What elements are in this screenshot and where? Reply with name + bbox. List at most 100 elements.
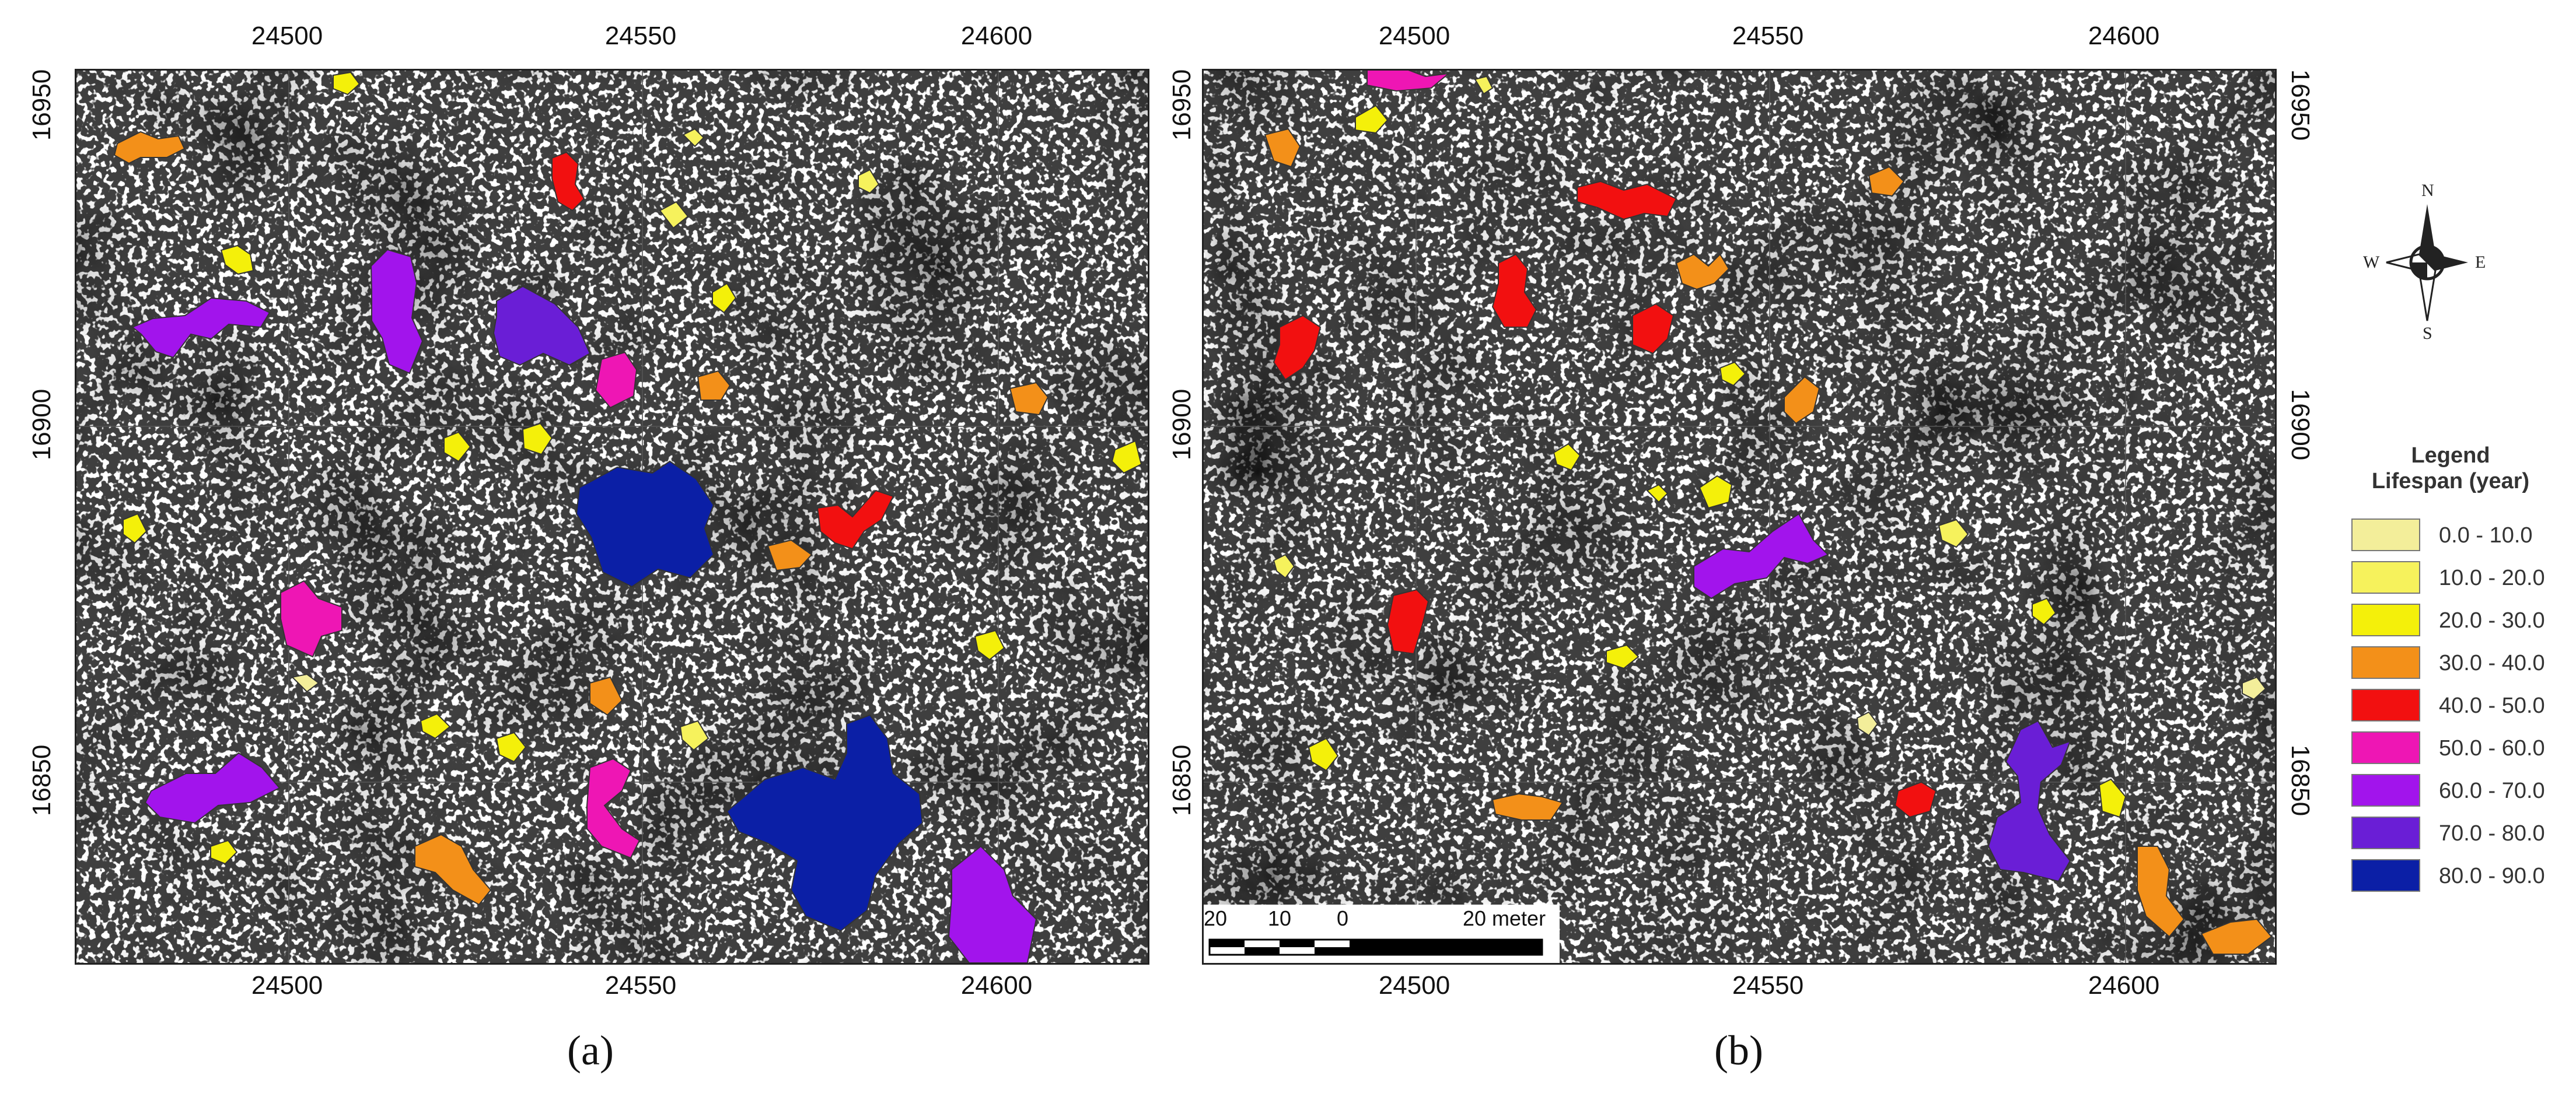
scale-label: 10 [1268,906,1292,930]
gap-patch [659,201,689,229]
panel-a: 24500 24550 24600 24500 24550 24600 1695… [0,0,1173,1107]
gap-patch [1273,314,1322,381]
map-a[interactable] [75,69,1149,965]
compass-e: E [2475,253,2486,272]
legend-label: 60.0 - 70.0 [2439,779,2545,804]
gap-patch [2200,918,2273,955]
x-tick-bottom: 24500 [1378,971,1450,1000]
gap-patch [2242,676,2267,700]
y-tick-left: 16850 [1168,744,1196,817]
gap-patch [816,489,894,550]
legend-item: 50.0 - 60.0 [2351,730,2573,765]
legend-swatch [2351,604,2420,637]
gap-patch [144,752,281,824]
y-tick-right: 16950 [2286,69,2315,141]
gap-patch [697,370,731,401]
scale-label: 20 meter [1463,906,1546,930]
legend-swatch [2351,561,2420,594]
gap-patch [1386,588,1429,655]
scale-label: 20 [1204,906,1228,930]
legend-items: 0.0 - 10.0 10.0 - 20.0 20.0 - 30.0 30.0 - 4… [2334,494,2567,902]
gap-patch [767,539,813,572]
x-tick-top: 24500 [251,22,323,50]
gap-patch [370,248,424,374]
gap-patch [712,282,737,314]
gap-patch [948,845,1037,963]
gap-patch [1938,519,1969,548]
gap-patch [1308,737,1339,772]
legend-label: 10.0 - 20.0 [2439,566,2545,591]
legend-item: 40.0 - 50.0 [2351,688,2573,723]
legend-item: 60.0 - 70.0 [2351,773,2573,808]
gap-patch [1719,361,1746,387]
panel-b: 20 10 0 20 meter 24500 24550 24600 24500… [1161,0,2328,1107]
x-tick-top: 24600 [2088,22,2160,50]
gap-patch [414,833,492,906]
gap-patch [682,128,705,148]
gap-patch [1009,381,1049,416]
grid-lines-b [1204,71,2275,963]
y-tick-right: 16850 [2286,744,2315,817]
north-arrow: N S W E [2363,181,2491,344]
legend-item: 30.0 - 40.0 [2351,645,2573,680]
x-tick-bottom: 24600 [2088,971,2160,1000]
gap-patch [1474,75,1494,95]
legend-swatch [2351,519,2420,552]
gap-patch [495,731,527,763]
gap-patch [280,580,342,658]
gap-patch [420,713,451,740]
legend-label: 70.0 - 80.0 [2439,821,2545,846]
legend-swatch [2351,774,2420,807]
gap-patch [492,285,591,366]
gap-patch [575,460,715,588]
x-tick-bottom: 24550 [1732,971,1804,1000]
gap-patch [1675,253,1730,290]
legend-swatch [2351,817,2420,850]
y-tick-left: 16900 [27,388,56,461]
legend-label: 20.0 - 30.0 [2439,608,2545,633]
scale-bar: 20 10 0 20 meter [1204,905,1560,963]
gap-patch [333,71,361,96]
gap-patch [551,151,585,212]
gap-patch [220,244,254,275]
gap-patch [2137,846,2185,938]
panel-label-b: (b) [1714,1027,1763,1074]
compass-s: S [2423,324,2432,343]
legend-label: 40.0 - 50.0 [2439,693,2545,719]
compass-w: W [2363,253,2380,272]
legend-item: 70.0 - 80.0 [2351,815,2573,850]
gap-patch [2098,778,2127,818]
gap-patch [595,351,638,409]
gap-patch [522,422,553,456]
gap-patch [1264,128,1301,168]
gap-patch [726,714,924,932]
y-tick-left: 16950 [1168,69,1196,141]
gap-patch [1273,554,1295,579]
gap-patches-a [113,71,1142,963]
x-tick-top: 24550 [1732,22,1804,50]
x-tick-bottom: 24550 [604,971,677,1000]
legend-item: 20.0 - 30.0 [2351,602,2573,637]
legend-item: 80.0 - 90.0 [2351,858,2573,893]
legend-swatch [2351,646,2420,679]
legend-item: 10.0 - 20.0 [2351,560,2573,595]
x-tick-top: 24500 [1378,22,1450,50]
map-b-canvas [1204,71,2275,963]
gap-patch [131,297,271,359]
gap-patches-b [1264,71,2273,955]
gap-patch [443,431,471,463]
legend: Legend Lifespan (year) 0.0 - 10.0 10.0 - … [2334,443,2567,902]
y-tick-left: 16950 [27,69,56,141]
y-tick-right: 16900 [2286,388,2315,461]
legend-label: 50.0 - 60.0 [2439,736,2545,761]
gap-patch [2032,597,2057,626]
gap-patch [679,720,709,751]
map-b[interactable]: 20 10 0 20 meter [1202,69,2277,965]
gap-patch [1355,104,1389,134]
y-tick-left: 16850 [27,744,56,817]
gap-patch [589,676,623,716]
legend-swatch [2351,731,2420,765]
gap-patch [974,629,1005,661]
gap-patch [1491,253,1537,328]
gap-patch [1606,644,1640,670]
